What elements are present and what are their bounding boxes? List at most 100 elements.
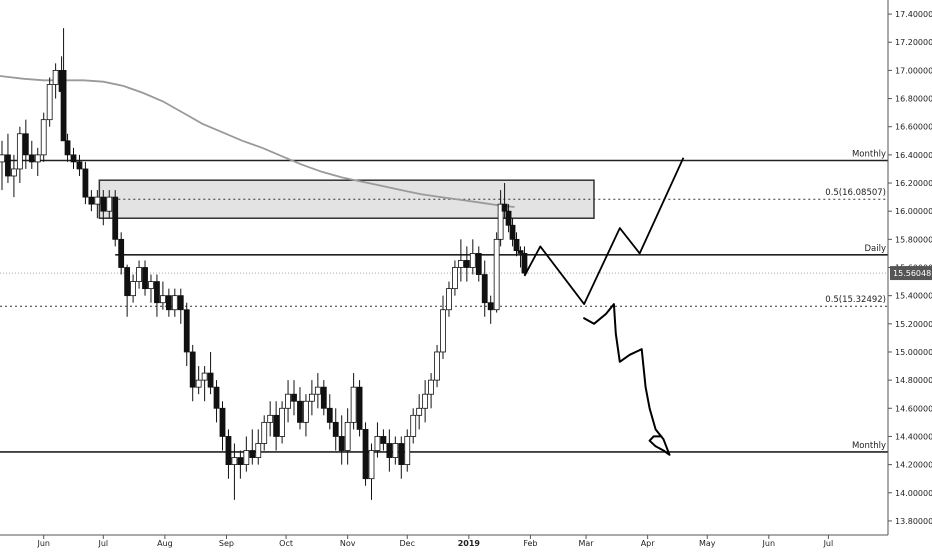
candle-body-76[interactable] [446, 288, 452, 311]
candle-body-83[interactable] [487, 302, 494, 311]
candle-body-81[interactable] [475, 253, 482, 275]
candle-body-77[interactable] [452, 267, 458, 290]
candle-body-46[interactable] [267, 414, 274, 423]
candle-body-24[interactable] [136, 267, 142, 282]
candle-body-75[interactable] [440, 309, 446, 353]
candle-body-52[interactable] [303, 400, 309, 423]
candle-body-30[interactable] [171, 295, 178, 311]
candle-body-56[interactable] [326, 407, 333, 423]
x-tick-label-13: Jul [823, 539, 834, 548]
candle-body-89[interactable] [513, 238, 520, 252]
candle-body-85[interactable] [497, 203, 504, 240]
candle-body-38[interactable] [219, 407, 226, 437]
candle-body-39[interactable] [225, 436, 232, 466]
projection-line-down[interactable] [583, 303, 671, 456]
candle-body-32[interactable] [183, 309, 190, 353]
candle-body-33[interactable] [189, 351, 196, 388]
candle-body-58[interactable] [338, 436, 345, 451]
candle-body-90[interactable] [517, 250, 524, 254]
candle-body-26[interactable] [148, 281, 154, 290]
candle-body-70[interactable] [410, 414, 417, 437]
candle-body-50[interactable] [291, 393, 297, 402]
candle-body-29[interactable] [165, 295, 172, 311]
candle-body-7[interactable] [40, 119, 47, 156]
candle-body-8[interactable] [46, 84, 53, 121]
candle-body-14[interactable] [76, 161, 83, 170]
candle-body-64[interactable] [374, 436, 381, 451]
candle-body-48[interactable] [279, 407, 285, 437]
candle-body-43[interactable] [249, 450, 256, 458]
candle-body-71[interactable] [416, 407, 423, 416]
candle-body-9[interactable] [52, 69, 59, 85]
candle-body-62[interactable] [362, 429, 369, 480]
candle-body-91[interactable] [521, 253, 528, 274]
candle-body-49[interactable] [285, 393, 291, 409]
candle-body-31[interactable] [177, 295, 184, 311]
candle-body-44[interactable] [255, 443, 262, 458]
candle-body-68[interactable] [398, 443, 405, 466]
candle-body-59[interactable] [344, 421, 351, 451]
candle-body-53[interactable] [308, 393, 315, 402]
candle-body-35[interactable] [201, 372, 208, 381]
candle-body-61[interactable] [356, 386, 363, 430]
candle-body-11[interactable] [60, 69, 67, 142]
candle-body-78[interactable] [457, 260, 464, 268]
y-tick-label-13: 14.80000 [895, 376, 932, 385]
y-tick-label-0: 17.40000 [895, 10, 932, 19]
candle-body-86[interactable] [501, 203, 508, 212]
candle-body-65[interactable] [380, 436, 387, 444]
candle-body-84[interactable] [493, 238, 500, 311]
candle-body-27[interactable] [154, 281, 160, 304]
candle-body-72[interactable] [422, 393, 429, 409]
candle-body-55[interactable] [320, 386, 327, 409]
candle-body-21[interactable] [118, 238, 125, 268]
candle-body-36[interactable] [207, 372, 214, 388]
candle-body-88[interactable] [509, 224, 516, 240]
candle-body-15[interactable] [82, 168, 89, 198]
candle-body-13[interactable] [70, 154, 77, 163]
candle-body-16[interactable] [88, 196, 95, 205]
candle-body-57[interactable] [332, 421, 339, 437]
candle-body-74[interactable] [434, 351, 440, 381]
candle-body-51[interactable] [297, 400, 303, 423]
candle-body-17[interactable] [94, 196, 101, 205]
candle-body-3[interactable] [16, 133, 23, 170]
candle-body-6[interactable] [34, 154, 41, 163]
candle-body-25[interactable] [142, 267, 148, 290]
candle-body-22[interactable] [124, 267, 131, 297]
candle-body-69[interactable] [404, 436, 411, 466]
candle-body-20[interactable] [112, 196, 119, 240]
candle-body-41[interactable] [237, 457, 244, 466]
projection-line-up[interactable] [523, 157, 685, 306]
candle-body-0[interactable] [0, 154, 5, 163]
candle-body-87[interactable] [505, 210, 512, 226]
candle-body-1[interactable] [5, 154, 11, 177]
candle-body-66[interactable] [386, 443, 393, 458]
candle-body-82[interactable] [481, 274, 488, 304]
candle-body-60[interactable] [350, 386, 357, 423]
candle-body-80[interactable] [469, 253, 476, 268]
candle-body-23[interactable] [130, 281, 137, 297]
resistance-zone-box[interactable] [98, 179, 595, 219]
candle-body-40[interactable] [231, 457, 238, 466]
candle-body-54[interactable] [314, 386, 321, 395]
candle-body-47[interactable] [273, 414, 280, 437]
candle-body-42[interactable] [243, 450, 250, 466]
candle-body-5[interactable] [28, 154, 35, 163]
candle-body-73[interactable] [428, 379, 434, 395]
candle-body-79[interactable] [463, 260, 470, 268]
x-tick-label-6: Dec [400, 539, 415, 548]
candle-body-19[interactable] [106, 196, 113, 212]
candle-body-12[interactable] [64, 140, 71, 156]
candle-body-63[interactable] [368, 450, 375, 480]
candle-body-4[interactable] [22, 133, 29, 156]
candle-body-67[interactable] [392, 443, 399, 458]
candle-body-2[interactable] [11, 168, 17, 177]
candle-body-28[interactable] [159, 295, 166, 304]
candle-body-18[interactable] [100, 196, 107, 212]
candle-body-45[interactable] [261, 421, 268, 444]
candle-body-34[interactable] [195, 379, 202, 388]
candle-body-37[interactable] [213, 386, 220, 409]
